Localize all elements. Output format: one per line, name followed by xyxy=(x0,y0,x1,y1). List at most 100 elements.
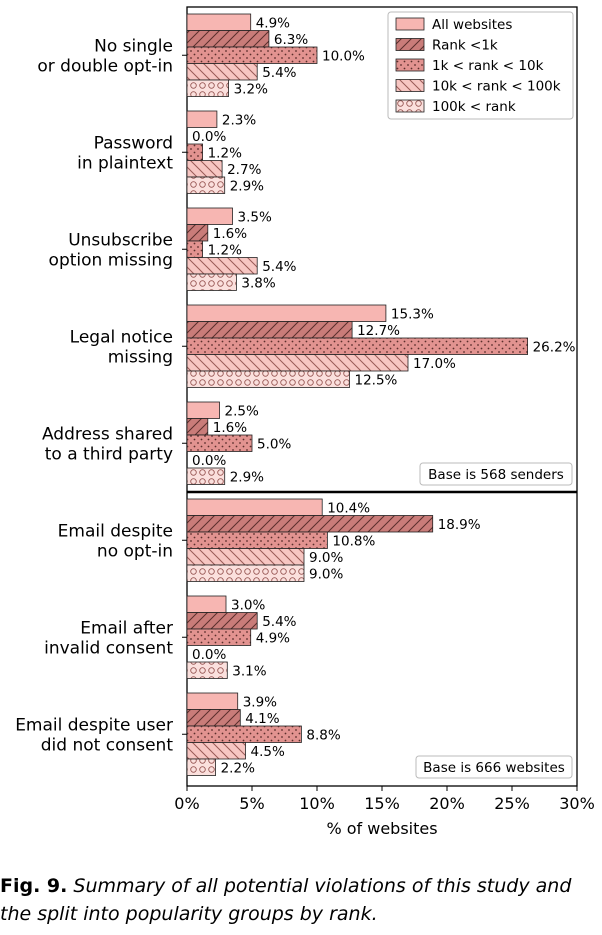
data-label: 26.2% xyxy=(533,339,576,355)
bar-2-1-4 xyxy=(186,548,305,566)
legend-entry-2: Rank <1k xyxy=(432,38,498,54)
category-label-line1: Email despite user xyxy=(15,715,173,735)
bar-2-1-5 xyxy=(186,564,305,582)
data-label: 2.9% xyxy=(230,178,264,194)
x-axis-label: % of websites xyxy=(326,819,437,838)
bar-1-2-5 xyxy=(186,176,226,194)
legend-swatch-1 xyxy=(395,17,425,31)
data-label: 4.1% xyxy=(245,711,279,727)
data-label: 2.5% xyxy=(225,403,259,419)
legend-swatch-3 xyxy=(395,58,425,72)
category-label-line1: No single xyxy=(94,36,173,56)
x-tick-label: 0% xyxy=(174,794,199,813)
bar-1-2-4 xyxy=(186,160,223,178)
caption-figure-label: Fig. 9. xyxy=(0,875,68,897)
bar-2-3-1 xyxy=(186,692,239,710)
bar-1-5-5 xyxy=(186,467,226,485)
bar-1-4-4 xyxy=(186,354,409,372)
category-label-line1: Password xyxy=(94,133,173,153)
bar-2-1-3 xyxy=(186,531,328,549)
data-label: 5.4% xyxy=(262,259,296,275)
category-label-line1: Email despite xyxy=(58,521,173,541)
category-label-line1: Legal notice xyxy=(70,327,173,347)
legend-swatch-2 xyxy=(395,38,425,51)
data-label: 12.5% xyxy=(355,372,398,388)
data-label: 2.9% xyxy=(230,469,264,485)
base-label: Base is 568 senders xyxy=(428,467,564,483)
data-label: 5.0% xyxy=(257,436,291,452)
data-label: 1.2% xyxy=(208,145,242,161)
data-label: 8.8% xyxy=(306,727,340,743)
x-tick-label: 5% xyxy=(239,794,264,813)
x-tick-label: 10% xyxy=(299,794,335,813)
bar-1-2-1 xyxy=(186,110,218,128)
data-label: 0.0% xyxy=(192,647,226,663)
data-label: 3.5% xyxy=(238,209,272,225)
bar-2-2-3 xyxy=(186,628,252,646)
data-label: 0.0% xyxy=(192,129,226,145)
data-label: 18.9% xyxy=(438,517,481,533)
base-label: Base is 666 websites xyxy=(423,760,565,776)
bar-1-5-3 xyxy=(186,434,253,452)
figure-caption: Fig. 9. Summary of all potential violati… xyxy=(0,872,602,928)
bar-1-1-2 xyxy=(186,30,270,48)
data-label: 3.2% xyxy=(234,81,268,97)
legend-swatch-5 xyxy=(395,99,425,113)
bar-1-3-2 xyxy=(186,224,209,242)
bar-1-1-1 xyxy=(186,13,252,31)
bar-1-5-2 xyxy=(186,418,209,436)
category-label-line2: or double opt-in xyxy=(37,56,173,76)
data-label: 10.0% xyxy=(322,48,365,64)
bar-2-1-2 xyxy=(186,515,434,533)
legend-entry-1: All websites xyxy=(432,17,512,33)
bar-2-3-2 xyxy=(186,709,241,727)
bar-1-4-1 xyxy=(186,304,387,322)
category-label-line2: no opt-in xyxy=(97,541,173,561)
category-label-line2: did not consent xyxy=(41,735,174,755)
data-label: 9.0% xyxy=(309,550,343,566)
bar-1-1-4 xyxy=(186,63,258,81)
bar-2-2-5 xyxy=(186,661,228,679)
category-label-line1: Address shared xyxy=(42,424,173,444)
bar-2-2-2 xyxy=(186,612,258,630)
caption-text: Summary of all potential violations of t… xyxy=(0,875,572,925)
bar-1-4-3 xyxy=(186,337,529,355)
bar-1-3-4 xyxy=(186,257,258,275)
bar-1-3-1 xyxy=(186,207,233,225)
data-label: 5.4% xyxy=(262,614,296,630)
data-label: 6.3% xyxy=(274,32,308,48)
data-label: 5.4% xyxy=(262,65,296,81)
bar-1-3-5 xyxy=(186,273,237,291)
data-label: 17.0% xyxy=(413,356,456,372)
data-label: 12.7% xyxy=(357,323,400,339)
legend-swatch-4 xyxy=(395,79,425,92)
data-label: 3.9% xyxy=(243,694,277,710)
bar-2-3-3 xyxy=(186,725,302,743)
bar-1-5-1 xyxy=(186,401,220,419)
bar-2-3-4 xyxy=(186,742,246,760)
legend-entry-5: 100k < rank xyxy=(432,99,516,115)
bar-2-2-1 xyxy=(186,595,227,613)
legend-entry-3: 1k < rank < 10k xyxy=(432,58,544,74)
base-label-box xyxy=(419,462,573,486)
data-label: 15.3% xyxy=(391,306,434,322)
bar-1-4-5 xyxy=(186,370,350,388)
category-label-line2: missing xyxy=(108,347,173,367)
x-tick-label: 15% xyxy=(364,794,400,813)
x-tick-label: 25% xyxy=(494,794,530,813)
x-tick-label: 30% xyxy=(559,794,595,813)
bar-1-3-3 xyxy=(186,240,203,258)
x-tick-label: 20% xyxy=(429,794,465,813)
data-label: 3.1% xyxy=(232,663,266,679)
data-label: 2.7% xyxy=(227,162,261,178)
bar-1-2-3 xyxy=(186,143,203,161)
category-label-line2: option missing xyxy=(49,250,173,270)
data-label: 10.8% xyxy=(332,533,375,549)
data-label: 1.6% xyxy=(213,420,247,436)
data-label: 2.3% xyxy=(222,112,256,128)
data-label: 3.8% xyxy=(241,275,275,291)
data-label: 9.0% xyxy=(309,566,343,582)
data-label: 1.2% xyxy=(208,242,242,258)
data-label: 2.2% xyxy=(221,760,255,776)
